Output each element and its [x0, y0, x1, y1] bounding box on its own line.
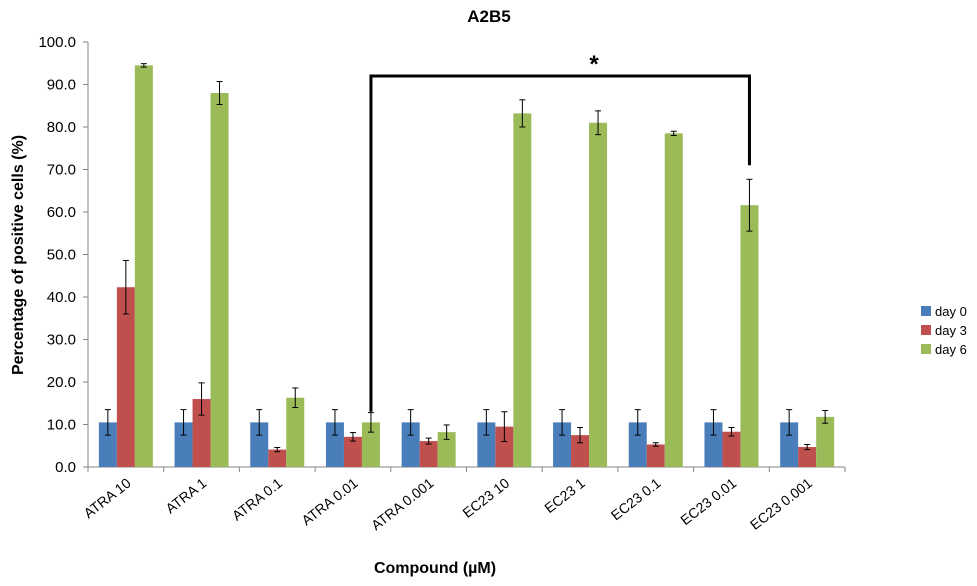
bar: [116, 287, 135, 467]
bar: [722, 431, 741, 467]
bars: [98, 65, 835, 468]
legend-label: day 3: [935, 323, 967, 338]
y-tick-label: 80.0: [47, 119, 76, 136]
x-tick-label: EC23 0.1: [608, 475, 664, 524]
bar: [798, 447, 817, 467]
y-tick-label: 0.0: [55, 459, 76, 476]
bar: [250, 422, 269, 467]
x-tick-label: EC23 10: [459, 475, 512, 521]
x-tick-label: EC23 0.01: [677, 475, 739, 528]
bar: [495, 426, 514, 467]
y-tick-label: 30.0: [47, 332, 76, 349]
bar: [628, 422, 647, 467]
x-tick-label: ATRA 0.001: [368, 475, 437, 534]
y-tick-label: 100.0: [38, 34, 76, 51]
y-tick-label: 20.0: [47, 374, 76, 391]
legend-swatch: [921, 344, 931, 354]
y-tick-label: 60.0: [47, 204, 76, 221]
y-tick-label: 40.0: [47, 289, 76, 306]
bar: [361, 422, 380, 467]
significance-bracket: [369, 74, 751, 412]
bar: [589, 122, 608, 467]
bar: [437, 432, 456, 467]
bar: [780, 422, 799, 467]
x-tick-label: ATRA 10: [81, 475, 134, 522]
bar: [286, 397, 305, 467]
significance-annotation: *: [369, 51, 751, 412]
x-tick-label: ATRA 1: [162, 475, 209, 517]
bar: [210, 93, 229, 467]
y-tick-label: 70.0: [47, 162, 76, 179]
x-axis-label: Compound (µM): [374, 560, 496, 577]
legend: day 0 day 3 day 6: [921, 304, 967, 357]
legend-swatch: [921, 325, 931, 335]
bar: [816, 416, 835, 467]
x-tick-label: ATRA 0.1: [229, 475, 285, 524]
x-axis-categories: ATRA 10 ATRA 1 ATRA 0.1 ATRA 0.01 ATRA 0.001…: [81, 475, 816, 534]
legend-swatch: [921, 306, 931, 316]
y-tick-label: 50.0: [47, 247, 76, 264]
bar: [419, 441, 438, 467]
bar: [740, 205, 759, 467]
bar: [664, 133, 683, 467]
bar: [134, 65, 153, 467]
bar: [343, 436, 362, 467]
bar: [268, 449, 287, 467]
x-tick-label: EC23 0.001: [747, 475, 815, 533]
y-tick-label: 10.0: [47, 417, 76, 434]
bar: [192, 399, 211, 467]
bar: [174, 422, 193, 467]
chart-title: A2B5: [467, 7, 510, 26]
significance-star: *: [589, 51, 599, 78]
error-bars: [104, 63, 829, 453]
legend-label: day 0: [935, 304, 967, 319]
bar: [401, 422, 420, 467]
y-axis-label: Percentage of positive cells (%): [10, 135, 27, 375]
bar: [325, 422, 344, 467]
bar: [553, 422, 572, 467]
bar: [513, 113, 532, 468]
bar: [704, 422, 723, 467]
x-tick-label: ATRA 0.01: [298, 475, 361, 529]
y-tick-label: 90.0: [47, 77, 76, 94]
x-tick-label: EC23 1: [541, 475, 588, 516]
bar: [98, 422, 117, 467]
bar: [646, 444, 665, 467]
legend-label: day 6: [935, 342, 967, 357]
bar: [477, 422, 496, 467]
y-axis-ticks: 0.0 10.0 20.0 30.0 40.0 50.0 60.0 70.0 80.0 90.0 1…: [38, 34, 846, 476]
bar: [571, 435, 590, 467]
